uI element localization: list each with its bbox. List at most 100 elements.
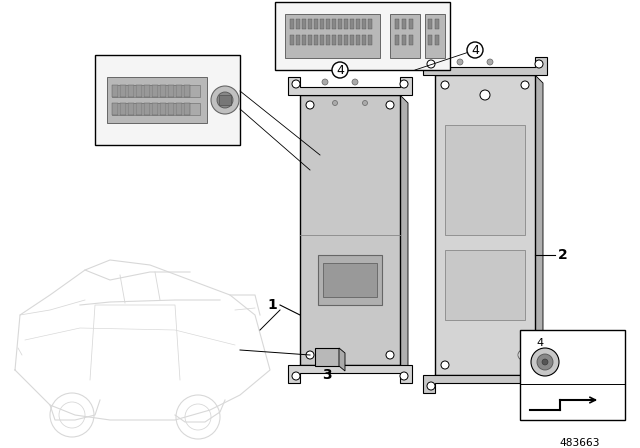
- Bar: [128, 103, 134, 115]
- Bar: [144, 103, 150, 115]
- Bar: [160, 85, 166, 97]
- Bar: [136, 103, 142, 115]
- Bar: [308, 35, 312, 45]
- Bar: [390, 14, 420, 58]
- Bar: [409, 19, 413, 29]
- Circle shape: [531, 348, 559, 376]
- Bar: [300, 95, 400, 365]
- Text: 483663: 483663: [560, 438, 600, 448]
- Bar: [95, 55, 240, 145]
- Bar: [320, 35, 324, 45]
- Bar: [318, 255, 382, 305]
- Circle shape: [386, 351, 394, 359]
- Bar: [302, 35, 306, 45]
- Bar: [368, 19, 372, 29]
- Circle shape: [518, 350, 528, 360]
- Circle shape: [480, 90, 490, 100]
- Bar: [368, 35, 372, 45]
- Bar: [120, 85, 126, 97]
- Bar: [314, 35, 318, 45]
- Bar: [323, 263, 377, 297]
- Circle shape: [441, 81, 449, 89]
- Bar: [290, 35, 294, 45]
- Polygon shape: [400, 95, 408, 373]
- Bar: [356, 35, 360, 45]
- Text: 4: 4: [536, 338, 543, 348]
- Bar: [120, 103, 126, 115]
- Circle shape: [427, 382, 435, 390]
- Bar: [136, 85, 142, 97]
- Bar: [428, 19, 432, 29]
- Bar: [112, 85, 200, 97]
- Circle shape: [537, 354, 553, 370]
- Bar: [344, 19, 348, 29]
- Bar: [362, 19, 366, 29]
- Bar: [107, 77, 207, 123]
- Circle shape: [521, 361, 529, 369]
- Bar: [285, 14, 380, 58]
- Polygon shape: [423, 57, 547, 75]
- Polygon shape: [288, 365, 412, 383]
- Circle shape: [400, 372, 408, 380]
- Bar: [428, 35, 432, 45]
- Circle shape: [292, 372, 300, 380]
- Bar: [176, 103, 182, 115]
- Polygon shape: [339, 348, 345, 371]
- Polygon shape: [300, 365, 408, 373]
- Circle shape: [322, 79, 328, 85]
- Bar: [290, 19, 294, 29]
- Bar: [326, 19, 330, 29]
- Bar: [308, 19, 312, 29]
- Bar: [402, 19, 406, 29]
- Circle shape: [457, 59, 463, 65]
- Circle shape: [521, 81, 529, 89]
- Bar: [112, 103, 118, 115]
- Bar: [445, 250, 525, 320]
- Bar: [520, 330, 625, 420]
- Bar: [395, 35, 399, 45]
- Circle shape: [332, 62, 348, 78]
- Text: 1: 1: [267, 298, 277, 312]
- Bar: [302, 19, 306, 29]
- Bar: [356, 19, 360, 29]
- Circle shape: [292, 80, 300, 88]
- Bar: [112, 85, 118, 97]
- Circle shape: [535, 382, 543, 390]
- Bar: [168, 85, 174, 97]
- Bar: [344, 35, 348, 45]
- Bar: [395, 19, 399, 29]
- Circle shape: [487, 59, 493, 65]
- Bar: [445, 125, 525, 235]
- Text: 4: 4: [471, 43, 479, 56]
- Circle shape: [333, 100, 337, 105]
- Bar: [168, 103, 174, 115]
- Bar: [332, 19, 336, 29]
- Circle shape: [535, 60, 543, 68]
- Bar: [332, 35, 336, 45]
- Polygon shape: [423, 375, 547, 393]
- Bar: [144, 85, 150, 97]
- Circle shape: [441, 361, 449, 369]
- Bar: [338, 35, 342, 45]
- Polygon shape: [535, 75, 543, 383]
- Bar: [350, 35, 354, 45]
- Bar: [435, 19, 439, 29]
- Bar: [219, 95, 231, 105]
- Polygon shape: [288, 77, 412, 95]
- Bar: [128, 85, 134, 97]
- Circle shape: [542, 359, 548, 365]
- Bar: [296, 35, 300, 45]
- Circle shape: [467, 42, 483, 58]
- Circle shape: [400, 80, 408, 88]
- Bar: [112, 103, 200, 115]
- Bar: [362, 35, 366, 45]
- Circle shape: [306, 351, 314, 359]
- Circle shape: [217, 92, 233, 108]
- Circle shape: [362, 100, 367, 105]
- Text: 4: 4: [336, 64, 344, 77]
- Bar: [275, 2, 450, 70]
- Bar: [314, 19, 318, 29]
- Bar: [184, 85, 190, 97]
- Bar: [326, 35, 330, 45]
- Bar: [184, 103, 190, 115]
